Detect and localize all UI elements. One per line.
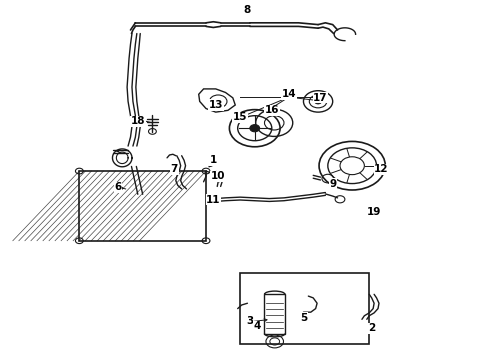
Text: 3: 3 — [246, 316, 253, 326]
Text: 16: 16 — [265, 105, 279, 115]
Text: 12: 12 — [374, 164, 389, 174]
Text: 4: 4 — [253, 321, 261, 332]
Circle shape — [250, 125, 260, 132]
Text: 18: 18 — [130, 116, 145, 126]
Text: 11: 11 — [206, 195, 220, 204]
Text: 14: 14 — [282, 89, 296, 99]
Text: 13: 13 — [209, 100, 223, 110]
Text: 7: 7 — [171, 164, 178, 174]
Text: 9: 9 — [329, 179, 336, 189]
Text: 6: 6 — [115, 182, 122, 192]
Text: 2: 2 — [368, 323, 375, 333]
Circle shape — [315, 99, 321, 104]
Text: 10: 10 — [211, 171, 225, 181]
Bar — [79, 171, 206, 241]
Bar — [240, 273, 369, 344]
Bar — [265, 294, 285, 334]
Text: 8: 8 — [244, 5, 251, 15]
Text: 17: 17 — [313, 93, 328, 103]
Text: 1: 1 — [210, 156, 217, 165]
Text: 5: 5 — [300, 312, 307, 323]
Text: 15: 15 — [233, 112, 247, 122]
Text: 19: 19 — [367, 207, 381, 217]
